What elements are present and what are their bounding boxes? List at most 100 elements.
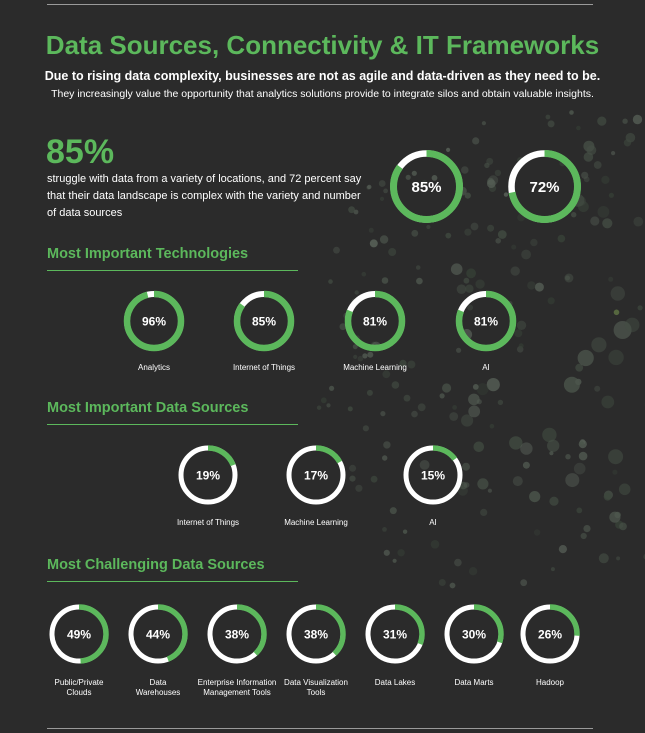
background-dot	[610, 286, 625, 301]
background-dot	[547, 297, 555, 305]
ring-value-label: 49%	[67, 627, 91, 641]
background-dot	[415, 265, 421, 270]
background-dot	[608, 449, 624, 465]
data-source-caption: Internet of Things	[176, 518, 240, 527]
background-dot	[487, 488, 492, 493]
challenging-caption-line: Data Visualization	[284, 678, 348, 687]
background-dot	[613, 309, 620, 316]
background-dot	[591, 337, 607, 353]
ring-value-arc	[49, 604, 109, 664]
background-dot	[494, 169, 502, 177]
ring-value-label: 85%	[411, 178, 441, 195]
highlight-big-number: 85%	[46, 133, 115, 171]
technology-ring: 85%	[233, 290, 295, 352]
challenging-caption-line: Public/Private	[54, 678, 104, 687]
background-dot	[392, 558, 397, 563]
background-dot	[468, 393, 480, 406]
background-dot	[608, 276, 614, 282]
background-dot	[468, 405, 481, 418]
challenging-caption-line: Data Marts	[454, 678, 494, 687]
background-dot	[619, 522, 627, 531]
background-dot	[565, 275, 570, 281]
background-dot	[604, 490, 613, 500]
background-dot	[533, 529, 541, 536]
background-dot	[602, 218, 613, 229]
background-dot	[542, 427, 557, 443]
technology-caption: Analytics	[137, 363, 170, 372]
background-dot	[439, 393, 445, 399]
background-dot	[487, 224, 495, 232]
challenging-caption-line: Tools	[306, 688, 326, 697]
challenging-ring: 38%	[286, 604, 346, 664]
background-dot	[497, 399, 504, 406]
background-dot	[512, 476, 523, 487]
background-dot	[461, 414, 474, 427]
background-dot	[484, 162, 490, 169]
background-dot	[368, 227, 374, 233]
background-dot	[449, 412, 459, 421]
challenging-ring: 49%	[49, 604, 109, 664]
ring-value-arc	[207, 604, 267, 664]
background-dot	[403, 394, 411, 402]
background-dot	[579, 439, 586, 445]
background-dot	[564, 273, 574, 283]
highlight-text: struggle with data from a variety of loc…	[47, 173, 362, 219]
background-dot	[464, 192, 471, 199]
background-dot	[577, 349, 594, 367]
background-dot	[549, 496, 559, 506]
ring-value-arc	[507, 149, 581, 223]
background-dot	[576, 507, 583, 514]
background-dot	[480, 508, 488, 516]
background-dot	[411, 229, 419, 237]
background-dot	[497, 230, 507, 239]
background-dot	[362, 353, 368, 359]
background-dot	[529, 491, 541, 503]
ring-value-label: 96%	[142, 314, 166, 328]
background-dot	[609, 511, 621, 523]
background-dot	[416, 277, 423, 285]
background-dot	[489, 423, 495, 429]
background-dot	[590, 216, 600, 226]
background-dot	[530, 238, 538, 247]
background-dot	[573, 462, 586, 475]
background-dot	[601, 395, 615, 409]
background-dot	[614, 511, 621, 519]
background-dot	[316, 405, 322, 410]
ring-value-label: 85%	[252, 314, 276, 328]
background-dot	[349, 475, 356, 482]
background-dot	[520, 579, 528, 587]
background-dot	[558, 545, 568, 554]
background-dot	[426, 224, 431, 230]
background-dot	[452, 405, 457, 410]
ring-value-label: 44%	[146, 627, 170, 641]
ring-value-label: 30%	[462, 627, 486, 641]
background-dot	[454, 558, 462, 567]
background-dot	[481, 121, 486, 126]
background-dot	[355, 484, 363, 492]
background-dot	[450, 263, 463, 276]
background-dot	[328, 279, 333, 284]
background-dot	[593, 161, 602, 169]
background-dot	[380, 411, 386, 417]
background-dot	[637, 305, 643, 311]
background-dot	[575, 378, 582, 386]
ring-value-arc	[444, 604, 504, 664]
background-dot	[488, 175, 499, 186]
background-dot	[449, 582, 456, 589]
background-dot	[347, 406, 353, 412]
background-dot	[509, 436, 523, 450]
background-dot	[383, 549, 390, 556]
background-dot	[472, 384, 479, 390]
challenging-caption-line: Warehouses	[135, 688, 181, 697]
ring-value-arc	[403, 445, 463, 505]
challenging-ring: 44%	[128, 604, 188, 664]
challenging-ring: 38%	[207, 604, 267, 664]
ring-value-label: 81%	[474, 314, 498, 328]
challenging-caption-line: Management Tools	[203, 688, 271, 697]
background-dot	[545, 114, 551, 120]
ring-value-arc	[455, 290, 517, 352]
background-dot	[618, 483, 631, 496]
section-heading-data-sources: Most Important Data Sources	[47, 400, 249, 416]
background-dot	[361, 271, 367, 277]
section-heading-technologies: Most Important Technologies	[47, 246, 249, 262]
